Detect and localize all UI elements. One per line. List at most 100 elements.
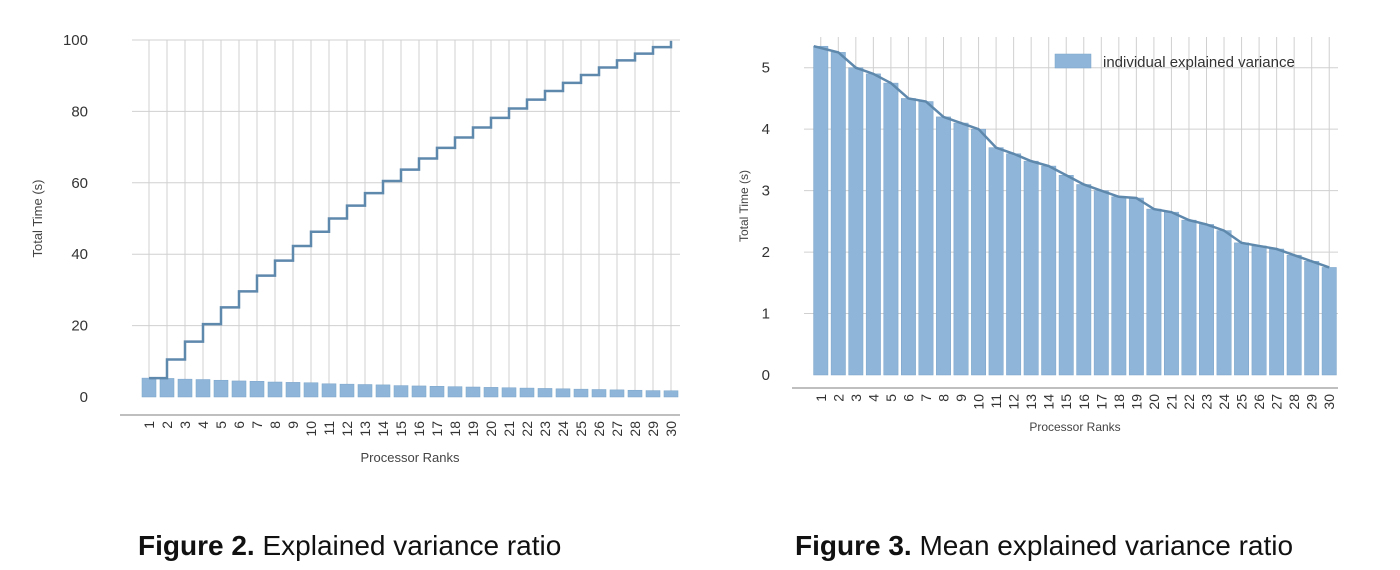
c1-bar-25 bbox=[573, 388, 589, 398]
c2-bar-20 bbox=[1146, 208, 1162, 376]
c1-xtick-29: 29 bbox=[645, 421, 661, 437]
c2-bar-19 bbox=[1128, 197, 1144, 376]
c1-xtick-13: 13 bbox=[357, 421, 373, 437]
c2-xtick-12: 12 bbox=[1006, 394, 1022, 410]
c1-bar-24 bbox=[555, 388, 571, 398]
c2-ylabel: Total Time (s) bbox=[737, 170, 751, 242]
c1-bar-18 bbox=[447, 386, 463, 398]
c2-bar-26 bbox=[1251, 245, 1267, 376]
c1-bar-6 bbox=[231, 380, 247, 398]
c2-xtick-18: 18 bbox=[1111, 394, 1127, 410]
c2-xtick-25: 25 bbox=[1234, 394, 1250, 410]
c2-xtick-15: 15 bbox=[1058, 394, 1074, 410]
c1-bar-23 bbox=[537, 388, 553, 398]
c2-xtick-26: 26 bbox=[1251, 394, 1267, 410]
c1-xtick-25: 25 bbox=[573, 421, 589, 437]
c2-bar-30 bbox=[1321, 267, 1337, 376]
c1-bar-29 bbox=[645, 390, 661, 398]
c1-bar-16 bbox=[411, 385, 427, 398]
c2-ytick-3: 3 bbox=[762, 183, 770, 200]
c2-xtick-8: 8 bbox=[936, 394, 952, 402]
c1-xtick-26: 26 bbox=[591, 421, 607, 437]
c1-bar-19 bbox=[465, 386, 481, 398]
c1-ytick-100: 100 bbox=[63, 32, 88, 49]
c2-bar-8 bbox=[936, 116, 951, 376]
c2-xtick-28: 28 bbox=[1286, 394, 1302, 410]
c1-xtick-24: 24 bbox=[555, 421, 571, 437]
c2-xtick-30: 30 bbox=[1321, 394, 1337, 410]
c1-xtick-20: 20 bbox=[483, 421, 499, 437]
c2-xtick-16: 16 bbox=[1076, 394, 1092, 410]
c1-xtick-1: 1 bbox=[141, 421, 157, 429]
c1-bar-27 bbox=[609, 389, 625, 398]
c2-bar-1 bbox=[813, 45, 829, 376]
c2-xtick-27: 27 bbox=[1269, 394, 1285, 410]
c2-ytick-4: 4 bbox=[762, 121, 770, 138]
c1-xtick-18: 18 bbox=[447, 421, 463, 437]
c1-xtick-5: 5 bbox=[213, 421, 229, 429]
c1-bar-8 bbox=[267, 381, 283, 398]
c2-xtick-14: 14 bbox=[1041, 394, 1057, 410]
c2-bar-22 bbox=[1181, 219, 1197, 376]
c1-ytick-60: 60 bbox=[71, 175, 88, 192]
c1-bar-20 bbox=[483, 387, 499, 398]
c2-xtick-10: 10 bbox=[971, 394, 987, 410]
c2-xtick-17: 17 bbox=[1093, 394, 1109, 410]
c2-bar-11 bbox=[988, 147, 1004, 376]
c1-xtick-21: 21 bbox=[501, 421, 517, 437]
c1-bar-5 bbox=[213, 379, 229, 398]
c1-xtick-6: 6 bbox=[231, 421, 247, 429]
c2-ytick-5: 5 bbox=[762, 60, 770, 77]
c1-bar-4 bbox=[195, 379, 211, 398]
c1-xtick-11: 11 bbox=[321, 421, 337, 436]
c2-xtick-3: 3 bbox=[848, 394, 864, 402]
c2-xtick-24: 24 bbox=[1216, 394, 1232, 410]
c2-bar-16 bbox=[1076, 184, 1092, 376]
c1-xtick-16: 16 bbox=[411, 421, 427, 437]
c1-bar-11 bbox=[321, 383, 337, 398]
c2-xtick-29: 29 bbox=[1304, 394, 1320, 410]
c2-legend-label: individual explained variance bbox=[1103, 54, 1295, 71]
c2-bar-24 bbox=[1216, 230, 1232, 376]
c2-bar-17 bbox=[1093, 190, 1109, 376]
figure-2-text: Explained variance ratio bbox=[262, 530, 562, 561]
c1-bar-13 bbox=[357, 384, 373, 398]
c1-xtick-19: 19 bbox=[465, 421, 481, 437]
c2-bar-25 bbox=[1234, 242, 1250, 376]
c1-xtick-27: 27 bbox=[609, 421, 625, 437]
c2-xtick-7: 7 bbox=[918, 394, 934, 402]
c2-bar-13 bbox=[1023, 160, 1039, 376]
c2-bar-12 bbox=[1006, 153, 1022, 376]
c2-xtick-21: 21 bbox=[1163, 394, 1179, 410]
c1-bar-3 bbox=[177, 378, 193, 398]
c1-xtick-8: 8 bbox=[267, 421, 283, 429]
c1-bar-28 bbox=[627, 389, 643, 398]
c2-bar-10 bbox=[971, 128, 987, 376]
c1-ytick-80: 80 bbox=[71, 103, 88, 120]
c1-bar-9 bbox=[285, 382, 301, 398]
c1-bar-14 bbox=[375, 384, 391, 398]
c2-bar-2 bbox=[830, 52, 846, 376]
c2-xlabel: Processor Ranks bbox=[1029, 420, 1120, 434]
c2-line-line bbox=[813, 45, 1330, 269]
c1-xtick-9: 9 bbox=[285, 421, 301, 429]
figure-2-label: Figure 2. bbox=[138, 530, 255, 561]
c1-xlabel: Processor Ranks bbox=[361, 450, 460, 465]
c1-bar-15 bbox=[393, 385, 409, 398]
c1-bar-10 bbox=[303, 382, 319, 398]
c2-bar-5 bbox=[883, 82, 899, 376]
c1-xtick-17: 17 bbox=[429, 421, 445, 437]
c2-xtick-5: 5 bbox=[883, 394, 899, 402]
c2-xtick-1: 1 bbox=[813, 394, 829, 402]
c2-bar-4 bbox=[865, 73, 881, 376]
figure-2-caption: Figure 2. Explained variance ratio bbox=[138, 530, 561, 562]
c1-step-line bbox=[149, 40, 673, 380]
c2-xtick-11: 11 bbox=[988, 394, 1004, 409]
c2-xtick-20: 20 bbox=[1146, 394, 1162, 410]
figure-3-label: Figure 3. bbox=[795, 530, 912, 561]
c2-bar-14 bbox=[1041, 165, 1057, 376]
c1-xtick-12: 12 bbox=[339, 421, 355, 437]
c2-bar-6 bbox=[900, 98, 916, 376]
c2-xtick-22: 22 bbox=[1181, 394, 1197, 410]
